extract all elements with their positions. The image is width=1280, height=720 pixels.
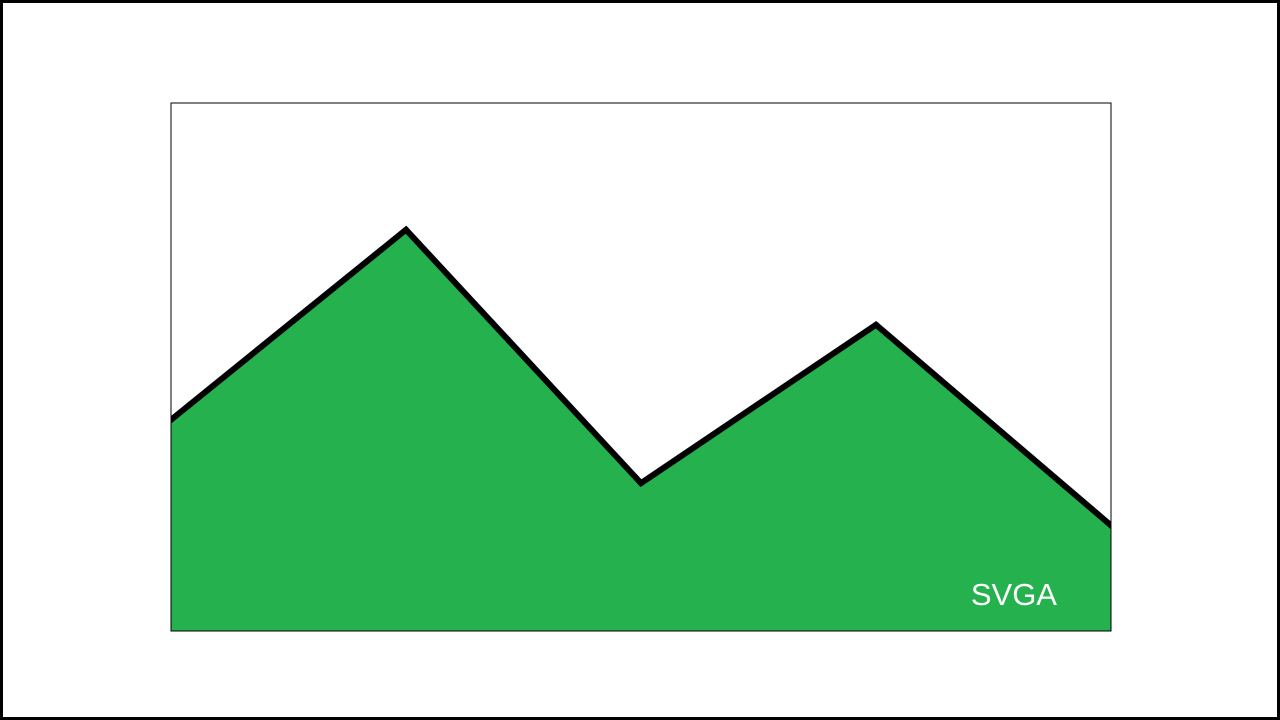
chart-label: SVGA	[971, 577, 1057, 612]
area-fill	[171, 229, 1111, 631]
data-point-1	[403, 226, 409, 233]
data-points	[171, 226, 1111, 529]
data-point-2	[638, 480, 644, 487]
data-point-0	[171, 416, 174, 423]
data-point-4	[1108, 522, 1111, 529]
plot-frame	[170, 102, 1112, 632]
data-point-3	[873, 321, 879, 328]
